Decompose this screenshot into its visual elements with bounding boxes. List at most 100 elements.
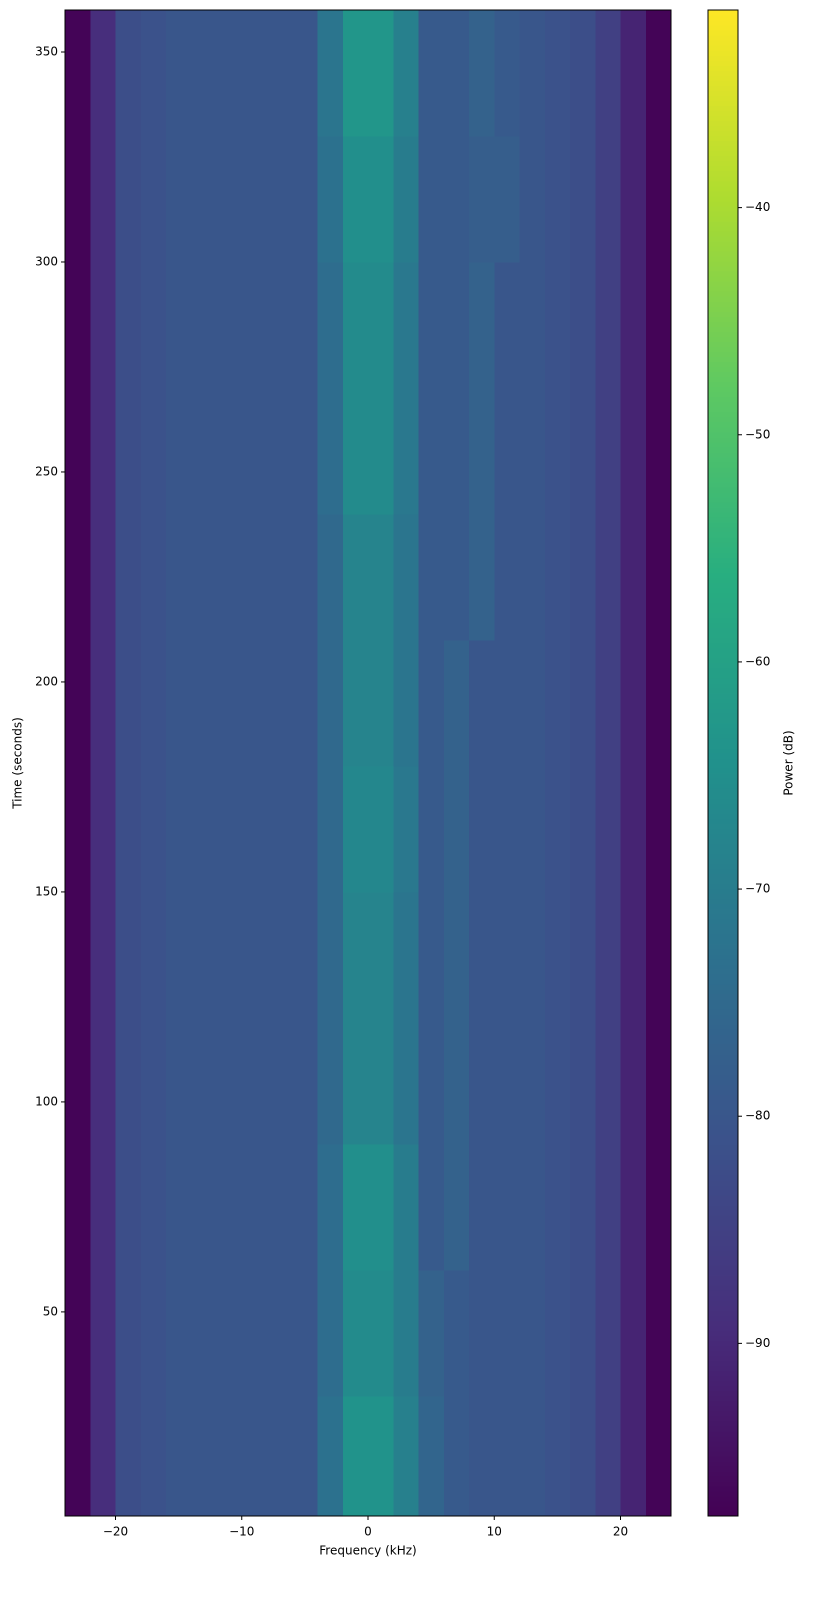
heatmap-cell (342, 261, 369, 389)
colorbar-strip (708, 1340, 738, 1346)
heatmap-cell (443, 513, 470, 641)
colorbar-strip (708, 240, 738, 247)
heatmap-cell (166, 639, 192, 767)
heatmap-cell (645, 387, 671, 515)
heatmap-cell (267, 1143, 293, 1271)
colorbar-strip (708, 1455, 738, 1462)
heatmap-cell (166, 10, 192, 137)
heatmap-cell (65, 639, 91, 767)
colorbar-strip (708, 235, 738, 242)
heatmap-cell (241, 1269, 268, 1397)
colorbar-strip (708, 45, 738, 51)
colorbar-strip (708, 416, 738, 423)
heatmap-cell (140, 1269, 167, 1397)
heatmap-cell (469, 891, 495, 1019)
colorbar-strip (708, 752, 738, 759)
heatmap-cell (65, 10, 91, 137)
heatmap-cell (544, 1143, 571, 1271)
colorbar-strip (708, 783, 738, 789)
colorbar-strip (708, 1044, 738, 1050)
colorbar-strip (708, 501, 738, 508)
heatmap-cell (418, 513, 445, 641)
colorbar-strip (708, 1094, 738, 1100)
colorbar-strip (708, 220, 738, 227)
heatmap-cell (443, 891, 470, 1019)
heatmap-cell (544, 1395, 571, 1516)
colorbar-strip (708, 527, 738, 533)
colorbar-strip (708, 1265, 738, 1271)
heatmap-cell (140, 639, 167, 767)
heatmap-cell (191, 1269, 217, 1397)
heatmap-cell (494, 639, 520, 767)
colorbar-strip (708, 522, 738, 528)
heatmap-cell (317, 1143, 344, 1271)
colorbar-strip (708, 647, 738, 654)
heatmap-cell (191, 1395, 217, 1516)
colorbar-strip (708, 1184, 738, 1191)
colorbar-strip (708, 1335, 738, 1341)
heatmap-cell (469, 1395, 495, 1516)
colorbar-strip (708, 853, 738, 859)
heatmap-cell (620, 513, 647, 641)
colorbar-strip (708, 421, 738, 428)
colorbar-strip (708, 281, 738, 287)
colorbar-strip (708, 682, 738, 689)
heatmap-cell (317, 513, 344, 641)
colorbar-strip (708, 396, 738, 403)
colorbar-strip (708, 717, 738, 724)
colorbar-strip (708, 1480, 738, 1487)
heatmap-cell (65, 261, 91, 389)
heatmap-cell (469, 387, 495, 515)
colorbar-strip (708, 1290, 738, 1296)
heatmap-cell (368, 765, 394, 893)
colorbar (708, 10, 738, 1517)
heatmap-cell (443, 1395, 470, 1516)
colorbar-strip (708, 250, 738, 257)
colorbar-strip (708, 1164, 738, 1171)
heatmap-cell (519, 765, 546, 893)
heatmap-cell (166, 1143, 192, 1271)
colorbar-strip (708, 687, 738, 694)
colorbar-strip (708, 1049, 738, 1055)
colorbar-tick-label: −50 (745, 427, 770, 441)
heatmap-cell (241, 135, 268, 263)
heatmap-cell (267, 387, 293, 515)
heatmap-cell (267, 891, 293, 1019)
colorbar-strip (708, 1054, 738, 1060)
colorbar-strip (708, 110, 738, 117)
heatmap-cell (595, 135, 621, 263)
colorbar-strip (708, 868, 738, 875)
colorbar-strip (708, 732, 738, 739)
colorbar-strip (708, 1064, 738, 1070)
heatmap-cell (443, 1017, 470, 1145)
y-tick-label: 200 (35, 674, 58, 688)
heatmap-cell (216, 261, 243, 389)
heatmap-cell (494, 1395, 520, 1516)
colorbar-strip (708, 426, 738, 433)
colorbar-strip (708, 1390, 738, 1397)
heatmap-cell (140, 1017, 167, 1145)
colorbar-strip (708, 331, 738, 337)
colorbar-strip (708, 1320, 738, 1326)
colorbar-strip (708, 1470, 738, 1477)
heatmap-cell (368, 1395, 394, 1516)
heatmap-cell (645, 1395, 671, 1516)
colorbar-strip (708, 1129, 738, 1136)
colorbar-strip (708, 486, 738, 493)
colorbar-strip (708, 150, 738, 157)
heatmap-cell (418, 10, 445, 137)
heatmap-cell (166, 261, 192, 389)
heatmap-cell (595, 387, 621, 515)
colorbar-strip (708, 85, 738, 91)
heatmap-cell (393, 135, 419, 263)
heatmap-cell (115, 135, 142, 263)
colorbar-strip (708, 993, 738, 1000)
heatmap-cell (216, 135, 243, 263)
colorbar-strip (708, 1149, 738, 1156)
heatmap-cell (90, 513, 116, 641)
heatmap-cell (140, 765, 167, 893)
heatmap-cell (90, 261, 116, 389)
colorbar-strip (708, 306, 738, 312)
colorbar-strip (708, 928, 738, 935)
heatmap-cell (570, 135, 596, 263)
